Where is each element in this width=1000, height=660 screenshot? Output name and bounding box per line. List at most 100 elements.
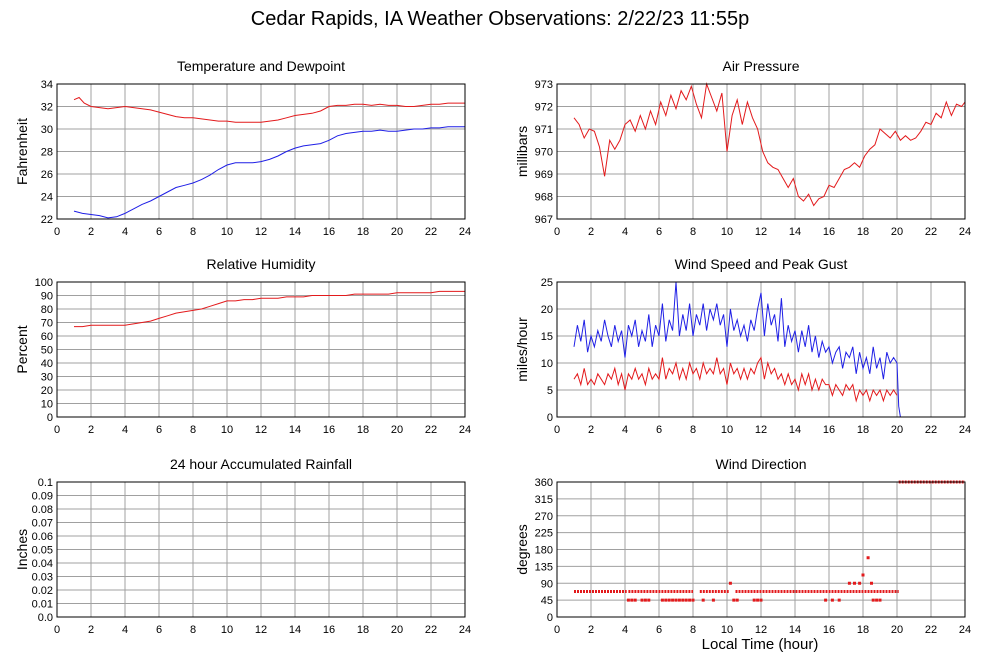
y-tick-label: 32 bbox=[41, 102, 53, 114]
x-tick-label: 18 bbox=[857, 424, 869, 436]
y-tick-label: 24 bbox=[41, 192, 53, 204]
chart-title: Wind Speed and Peak Gust bbox=[675, 256, 848, 272]
y-tick-label: 971 bbox=[535, 124, 553, 136]
chart-title: Temperature and Dewpoint bbox=[177, 58, 345, 74]
y-tick-label: 80 bbox=[41, 304, 53, 316]
y-axis-label: miles/hour bbox=[514, 317, 530, 382]
chart-title: 24 hour Accumulated Rainfall bbox=[170, 456, 352, 472]
direction-point bbox=[866, 556, 870, 560]
x-tick-label: 6 bbox=[156, 226, 162, 238]
x-tick-label: 20 bbox=[891, 226, 903, 238]
direction-point bbox=[752, 598, 756, 602]
y-tick-label: 20 bbox=[541, 304, 553, 316]
direction-point bbox=[660, 598, 664, 602]
y-tick-label: 5 bbox=[547, 385, 553, 397]
y-tick-label: 34 bbox=[41, 79, 53, 91]
x-tick-label: 14 bbox=[289, 226, 301, 238]
x-tick-label: 22 bbox=[425, 624, 437, 636]
x-tick-label: 22 bbox=[425, 226, 437, 238]
chart-title: Relative Humidity bbox=[207, 256, 316, 272]
y-tick-label: 10 bbox=[41, 399, 53, 411]
plot-frame bbox=[556, 481, 966, 618]
y-tick-label: 30 bbox=[41, 124, 53, 136]
direction-point bbox=[878, 598, 882, 602]
y-tick-label: 972 bbox=[535, 102, 553, 114]
y-tick-label: 315 bbox=[535, 494, 553, 506]
y-tick-label: 60 bbox=[41, 331, 53, 343]
y-tick-label: 0.06 bbox=[32, 531, 53, 543]
plot-frame bbox=[56, 481, 466, 618]
x-axis-label: Local Time (hour) bbox=[701, 636, 819, 653]
x-tick-label: 10 bbox=[721, 226, 733, 238]
x-tick-label: 4 bbox=[122, 424, 128, 436]
y-tick-label: 360 bbox=[535, 477, 553, 489]
direction-point bbox=[871, 598, 875, 602]
x-tick-label: 0 bbox=[554, 226, 560, 238]
direction-point bbox=[735, 598, 739, 602]
direction-point bbox=[701, 598, 705, 602]
x-tick-label: 18 bbox=[357, 624, 369, 636]
x-tick-label: 10 bbox=[721, 424, 733, 436]
x-tick-label: 14 bbox=[789, 424, 801, 436]
y-tick-label: 0.04 bbox=[32, 558, 53, 570]
direction-point bbox=[732, 598, 736, 602]
x-tick-label: 18 bbox=[857, 624, 869, 636]
direction-point bbox=[688, 598, 692, 602]
y-tick-label: 0.0 bbox=[38, 612, 53, 624]
direction-point bbox=[870, 581, 873, 585]
y-tick-label: 40 bbox=[41, 358, 53, 370]
direction-point bbox=[671, 598, 675, 602]
y-tick-label: 969 bbox=[535, 169, 553, 181]
x-tick-label: 14 bbox=[289, 624, 301, 636]
x-tick-label: 12 bbox=[755, 424, 767, 436]
x-tick-label: 20 bbox=[891, 424, 903, 436]
x-tick-label: 14 bbox=[789, 624, 801, 636]
y-tick-label: 135 bbox=[535, 561, 553, 573]
x-tick-label: 8 bbox=[690, 424, 696, 436]
direction-point bbox=[633, 598, 637, 602]
x-tick-label: 4 bbox=[122, 226, 128, 238]
y-tick-label: 0 bbox=[547, 612, 553, 624]
x-tick-label: 4 bbox=[122, 624, 128, 636]
series-line bbox=[73, 96, 465, 123]
x-tick-label: 0 bbox=[54, 226, 60, 238]
x-tick-label: 20 bbox=[391, 624, 403, 636]
x-tick-label: 10 bbox=[221, 424, 233, 436]
x-tick-label: 8 bbox=[690, 226, 696, 238]
direction-point bbox=[667, 598, 671, 602]
x-tick-label: 2 bbox=[88, 424, 94, 436]
x-tick-label: 14 bbox=[289, 424, 301, 436]
direction-point bbox=[711, 598, 715, 602]
x-tick-label: 6 bbox=[656, 226, 662, 238]
direction-point bbox=[626, 598, 630, 602]
x-tick-label: 6 bbox=[156, 424, 162, 436]
direction-point bbox=[691, 598, 695, 602]
y-tick-label: 15 bbox=[541, 331, 553, 343]
x-tick-label: 16 bbox=[823, 424, 835, 436]
y-tick-label: 30 bbox=[41, 372, 53, 384]
y-tick-label: 90 bbox=[541, 578, 553, 590]
y-tick-label: 973 bbox=[535, 79, 553, 91]
x-tick-label: 22 bbox=[925, 424, 937, 436]
x-tick-label: 24 bbox=[959, 226, 971, 238]
direction-point bbox=[684, 598, 688, 602]
x-tick-label: 8 bbox=[190, 424, 196, 436]
y-tick-label: 20 bbox=[41, 385, 53, 397]
x-tick-label: 0 bbox=[554, 624, 560, 636]
x-tick-label: 20 bbox=[391, 226, 403, 238]
y-tick-label: 0.03 bbox=[32, 572, 53, 584]
x-tick-label: 24 bbox=[459, 624, 471, 636]
x-tick-label: 12 bbox=[755, 624, 767, 636]
direction-point bbox=[853, 581, 856, 585]
x-tick-label: 18 bbox=[357, 424, 369, 436]
x-tick-label: 14 bbox=[789, 226, 801, 238]
y-tick-label: 970 bbox=[535, 147, 553, 159]
direction-point bbox=[837, 598, 841, 602]
direction-point bbox=[756, 598, 760, 602]
page-title: Cedar Rapids, IA Weather Observations: 2… bbox=[250, 8, 750, 30]
y-tick-label: 0 bbox=[547, 412, 553, 424]
